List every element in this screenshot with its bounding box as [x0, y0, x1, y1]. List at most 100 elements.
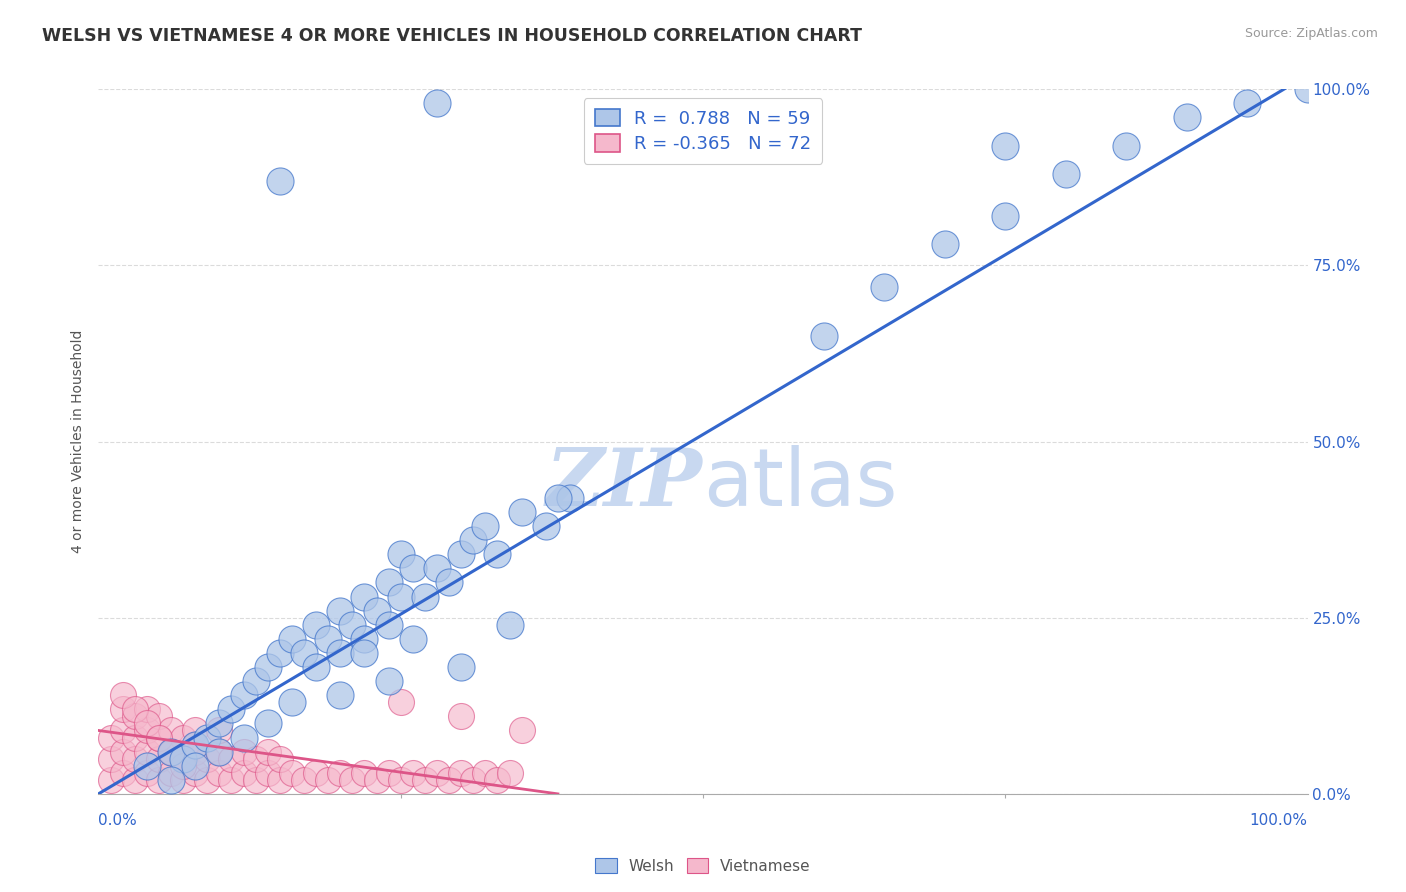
Point	[316, 772, 339, 787]
Point	[245, 751, 267, 765]
Point	[256, 745, 278, 759]
Point	[353, 632, 375, 646]
Point	[148, 772, 170, 787]
Point	[160, 772, 183, 787]
Point	[305, 765, 328, 780]
Point	[450, 547, 472, 561]
Point	[184, 738, 207, 752]
Point	[377, 617, 399, 632]
Point	[510, 505, 533, 519]
Point	[329, 688, 352, 702]
Point	[160, 723, 183, 738]
Point	[124, 772, 146, 787]
Point	[389, 772, 412, 787]
Point	[413, 772, 436, 787]
Point	[124, 731, 146, 745]
Point	[366, 772, 388, 787]
Point	[221, 772, 243, 787]
Point	[221, 751, 243, 765]
Legend: Welsh, Vietnamese: Welsh, Vietnamese	[589, 852, 817, 880]
Point	[208, 716, 231, 731]
Point	[1296, 82, 1319, 96]
Point	[402, 561, 425, 575]
Point	[135, 716, 157, 731]
Point	[256, 660, 278, 674]
Point	[111, 688, 134, 702]
Point	[329, 646, 352, 660]
Point	[450, 660, 472, 674]
Point	[269, 772, 291, 787]
Point	[305, 660, 328, 674]
Point	[389, 695, 412, 709]
Point	[994, 138, 1017, 153]
Point	[292, 646, 315, 660]
Point	[111, 765, 134, 780]
Point	[353, 765, 375, 780]
Point	[281, 765, 304, 780]
Point	[100, 731, 122, 745]
Point	[389, 590, 412, 604]
Point	[437, 772, 460, 787]
Point	[208, 723, 231, 738]
Point	[232, 745, 254, 759]
Point	[413, 590, 436, 604]
Point	[232, 731, 254, 745]
Point	[124, 709, 146, 723]
Point	[402, 632, 425, 646]
Point	[111, 723, 134, 738]
Point	[135, 745, 157, 759]
Point	[342, 772, 364, 787]
Point	[135, 702, 157, 716]
Point	[184, 723, 207, 738]
Point	[426, 96, 449, 111]
Point	[172, 731, 194, 745]
Point	[402, 765, 425, 780]
Point	[1175, 111, 1198, 125]
Point	[353, 646, 375, 660]
Point	[474, 519, 496, 533]
Point	[558, 491, 581, 505]
Point	[184, 738, 207, 752]
Point	[426, 765, 449, 780]
Point	[100, 772, 122, 787]
Point	[124, 702, 146, 716]
Point	[135, 723, 157, 738]
Text: ZIP: ZIP	[546, 445, 703, 523]
Point	[316, 632, 339, 646]
Point	[135, 758, 157, 772]
Point	[208, 745, 231, 759]
Point	[148, 731, 170, 745]
Point	[463, 533, 485, 548]
Point	[389, 547, 412, 561]
Point	[994, 209, 1017, 223]
Legend: R =  0.788   N = 59, R = -0.365   N = 72: R = 0.788 N = 59, R = -0.365 N = 72	[583, 98, 823, 164]
Point	[195, 751, 218, 765]
Text: 0.0%: 0.0%	[98, 814, 138, 828]
Point	[208, 745, 231, 759]
Text: WELSH VS VIETNAMESE 4 OR MORE VEHICLES IN HOUSEHOLD CORRELATION CHART: WELSH VS VIETNAMESE 4 OR MORE VEHICLES I…	[42, 27, 862, 45]
Point	[292, 772, 315, 787]
Point	[329, 765, 352, 780]
Point	[221, 702, 243, 716]
Point	[377, 674, 399, 689]
Point	[172, 751, 194, 765]
Point	[305, 617, 328, 632]
Point	[160, 745, 183, 759]
Point	[100, 751, 122, 765]
Point	[450, 765, 472, 780]
Point	[256, 716, 278, 731]
Point	[342, 617, 364, 632]
Point	[269, 751, 291, 765]
Point	[172, 772, 194, 787]
Point	[510, 723, 533, 738]
Point	[1236, 96, 1258, 111]
Point	[184, 758, 207, 772]
Point	[463, 772, 485, 787]
Point	[269, 174, 291, 188]
Point	[195, 772, 218, 787]
Point	[184, 745, 207, 759]
Point	[534, 519, 557, 533]
Point	[111, 745, 134, 759]
Point	[111, 702, 134, 716]
Point	[426, 561, 449, 575]
